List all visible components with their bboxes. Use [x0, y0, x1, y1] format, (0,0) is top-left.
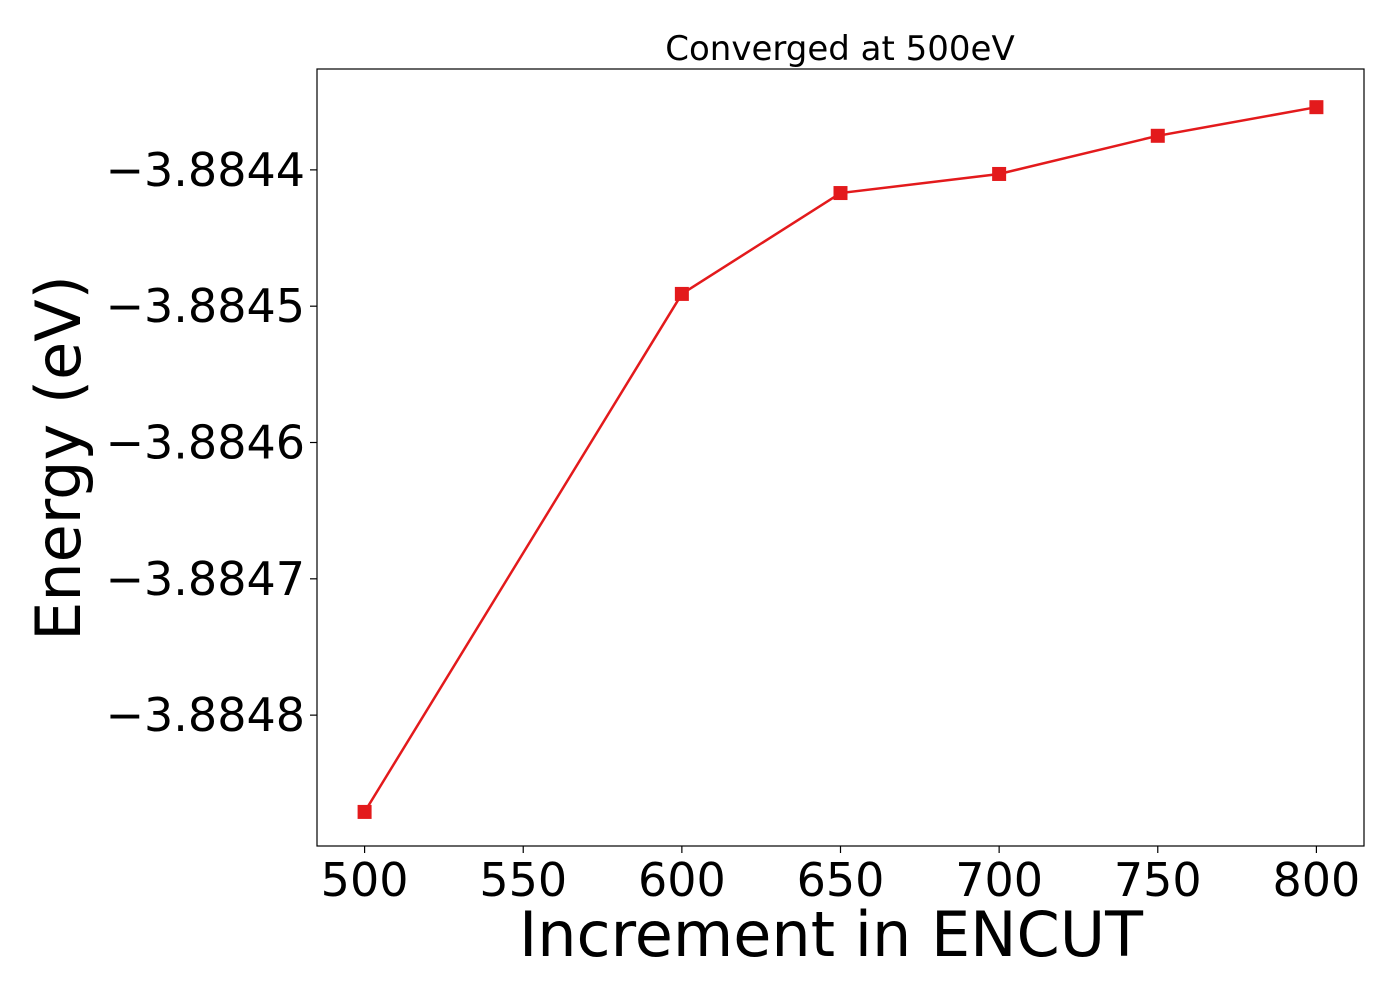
y-axis: −3.8848 −3.8847 −3.8846 −3.8845 −3.8844: [106, 143, 317, 742]
data-point: [674, 286, 689, 301]
y-axis-title: Energy (eV): [22, 275, 95, 641]
x-axis-title: Increment in ENCUT: [519, 898, 1144, 971]
series-layer: [357, 100, 1324, 819]
x-tick-label: 600: [638, 853, 726, 907]
x-tick-label: 750: [1114, 853, 1202, 907]
y-tick-label: −3.8844: [106, 143, 306, 197]
data-point: [1150, 128, 1165, 143]
y-tick-label: −3.8848: [106, 688, 306, 742]
data-point: [992, 166, 1007, 181]
x-tick-label: 650: [797, 853, 885, 907]
plot-area: [316, 68, 1365, 847]
x-tick-label: 700: [955, 853, 1043, 907]
y-tick-label: −3.8845: [106, 279, 306, 333]
y-tick-label: −3.8846: [106, 416, 306, 470]
x-axis: 500 550 600 650 700 750 800: [321, 846, 1361, 907]
x-tick-label: 550: [479, 853, 567, 907]
x-tick-label: 800: [1273, 853, 1361, 907]
x-tick-label: 500: [321, 853, 409, 907]
y-tick-label: −3.8847: [106, 552, 306, 606]
chart-title: Converged at 500eV: [665, 29, 1014, 69]
data-point: [833, 186, 848, 201]
data-point: [357, 804, 372, 819]
data-point: [1309, 100, 1324, 115]
series-line: [363, 105, 1317, 813]
